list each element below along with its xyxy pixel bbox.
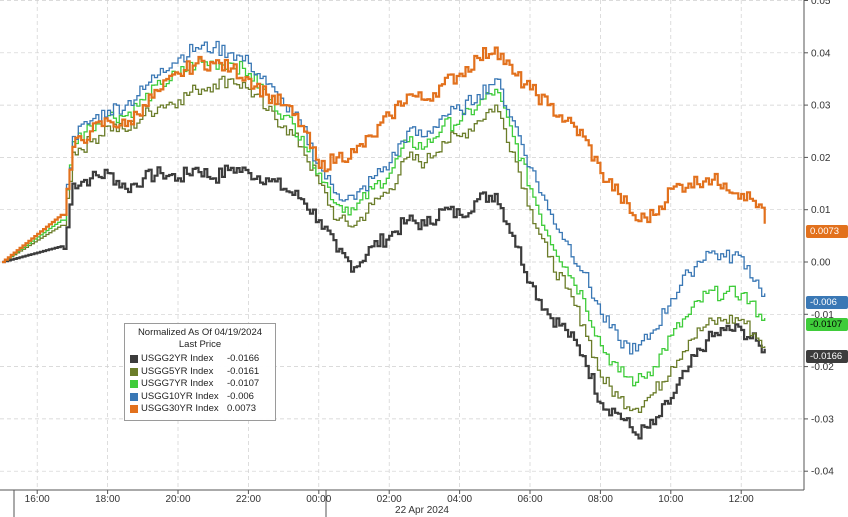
legend-series-value: -0.0161 <box>227 365 260 377</box>
series-line-usgg10yr <box>2 40 766 355</box>
y-tick-label: 0.05 <box>811 0 831 7</box>
legend-title: Normalized As Of 04/19/2024 <box>137 327 263 338</box>
y-tick-label: 0.04 <box>811 48 831 59</box>
legend-swatch <box>130 405 138 414</box>
y-tick-label: -0.03 <box>811 414 834 425</box>
legend-series-value: -0.006 <box>227 390 254 402</box>
legend-series-name: USGG7YR Index <box>141 378 214 389</box>
legend-series-name: USGG2YR Index <box>141 353 214 364</box>
legend-entry: USGG10YR Index -0.006 <box>130 391 270 404</box>
legend: Normalized As Of 04/19/2024 Last Price U… <box>124 323 276 421</box>
x-tick-label: 02:00 <box>377 494 402 505</box>
y-tick-label: -0.02 <box>811 362 834 373</box>
x-tick-label: 22:00 <box>236 494 261 505</box>
legend-entry: USGG5YR Index -0.0161 <box>130 366 270 379</box>
legend-series-value: 0.0073 <box>227 403 257 414</box>
y-tick-label: 0.02 <box>811 153 831 164</box>
legend-swatch <box>130 392 138 401</box>
last-price-tag: -0.0166 <box>806 350 848 363</box>
legend-series-value: -0.0107 <box>227 378 260 389</box>
x-tick-label: 16:00 <box>25 494 50 505</box>
x-tick-label: 04:00 <box>447 494 472 505</box>
series-line-usgg7yr <box>2 58 766 387</box>
series-line-usgg5yr <box>2 75 766 413</box>
y-tick-label: 0.01 <box>811 205 831 216</box>
series-line-usgg30yr <box>2 46 766 264</box>
legend-series-name: USGG30YR Index <box>141 403 219 414</box>
last-price-tag: -0.0107 <box>806 318 848 331</box>
legend-swatch <box>130 355 138 364</box>
y-tick-label: -0.04 <box>811 467 834 478</box>
grid-layer <box>0 0 804 490</box>
legend-swatch <box>130 380 138 389</box>
x-axis-label: 22 Apr 2024 <box>395 505 449 516</box>
x-tick-label: 12:00 <box>729 494 754 505</box>
last-price-tag: 0.0073 <box>806 225 848 238</box>
series-line-usgg2yr <box>2 164 766 440</box>
x-tick-label: 10:00 <box>658 494 683 505</box>
y-tick-label: 0.00 <box>811 258 831 269</box>
legend-series-name: USGG5YR Index <box>141 365 214 377</box>
legend-entry: USGG7YR Index -0.0107 <box>130 378 270 391</box>
last-price-tag: -0.006 <box>806 296 848 309</box>
x-tick-label: 06:00 <box>517 494 542 505</box>
series-layer <box>2 40 766 440</box>
y-tick-label: -0.01 <box>811 310 834 321</box>
x-tick-label: 20:00 <box>165 494 190 505</box>
legend-swatch <box>130 367 138 376</box>
legend-series-name: USGG10YR Index <box>141 390 219 402</box>
x-tick-label: 08:00 <box>588 494 613 505</box>
y-tick-label: 0.03 <box>811 101 831 112</box>
legend-entry: USGG2YR Index -0.0166 <box>130 353 270 366</box>
legend-rows: USGG2YR Index -0.0166 USGG5YR Index -0.0161… <box>130 353 270 416</box>
x-tick-label: 00:00 <box>306 494 331 505</box>
legend-subtitle: Last Price <box>178 339 222 350</box>
legend-series-value: -0.0166 <box>227 353 260 364</box>
legend-entry: USGG30YR Index 0.0073 <box>130 403 270 416</box>
x-tick-label: 18:00 <box>95 494 120 505</box>
